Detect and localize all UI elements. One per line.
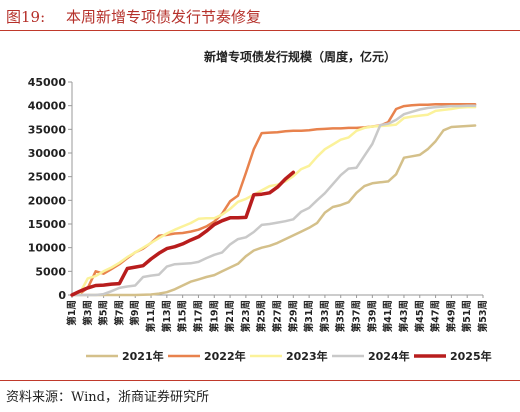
legend-label: 2022年: [204, 349, 246, 363]
figure-header: 图19: 本周新增专项债发行节奏修复: [0, 0, 520, 30]
series-line: [70, 104, 477, 297]
x-tick-label: 第23周: [240, 300, 252, 332]
x-tick-label: 第3周: [82, 300, 94, 326]
y-tick-label: 5000: [35, 265, 66, 278]
header-divider: [0, 30, 520, 31]
x-axis: 第1周 第3周 第5周 第7周 第9周 第11周 第13周 第15周 第17周 第19周 第21周第…: [66, 294, 489, 332]
x-tick-label: 第47周: [430, 300, 442, 332]
x-tick-label: 第39周: [366, 300, 378, 332]
y-tick-label: 35000: [28, 123, 67, 136]
y-tick-label: 15000: [28, 218, 67, 231]
x-tick-label: 第1周: [66, 300, 78, 326]
x-tick-label: 第35周: [335, 300, 347, 332]
x-tick-label: 第9周: [129, 300, 141, 326]
y-tick-label: 45000: [28, 76, 67, 89]
x-tick-label: 第29周: [287, 300, 299, 332]
x-tick-label: 第45周: [414, 300, 426, 332]
figure-title: 本周新增专项债发行节奏修复: [66, 8, 262, 26]
x-tick-label: 第43周: [398, 300, 410, 332]
x-tick-label: 第19周: [208, 300, 220, 332]
series-line: [70, 105, 477, 297]
y-tick-label: 25000: [28, 171, 67, 184]
x-tick-label: 第31周: [303, 300, 315, 332]
x-tick-label: 第13周: [161, 300, 173, 332]
series-line: [70, 124, 477, 297]
source-note: 资料来源：Wind，浙商证券研究所: [6, 390, 209, 405]
series-lines: [70, 102, 477, 297]
x-tick-label: 第15周: [177, 300, 189, 332]
x-tick-label: 第49周: [445, 300, 457, 332]
legend: 2021年 2022年 2023年 2024年 2025年: [86, 349, 492, 363]
x-tick-label: 第41周: [382, 300, 394, 332]
figure-number: 图19:: [6, 8, 46, 26]
legend-label: 2023年: [286, 349, 328, 363]
x-tick-label: 第7周: [113, 300, 125, 326]
y-axis: 0 5000 10000 15000 20000 25000 30000 35000 40000…: [28, 76, 73, 302]
y-tick-label: 10000: [28, 242, 67, 255]
x-tick-label: 第51周: [461, 300, 473, 332]
x-tick-label: 第37周: [351, 300, 363, 332]
x-tick-label: 第11周: [145, 300, 157, 332]
x-tick-label: 第25周: [256, 300, 268, 332]
x-tick-label: 第53周: [477, 300, 489, 332]
x-tick-label: 第17周: [192, 300, 204, 332]
legend-label: 2025年: [450, 349, 492, 363]
y-tick-label: 30000: [28, 147, 67, 160]
x-tick-label: 第5周: [98, 300, 110, 326]
chart-title: 新增专项债发行规模（周度，亿元）: [203, 50, 396, 64]
footer-divider: [0, 380, 520, 381]
legend-label: 2021年: [122, 349, 164, 363]
series-line: [70, 170, 296, 297]
legend-label: 2024年: [368, 349, 410, 363]
x-tick-label: 第27周: [272, 300, 284, 332]
y-tick-label: 40000: [28, 100, 67, 113]
y-tick-label: 20000: [28, 194, 67, 207]
x-tick-label: 第33周: [319, 300, 331, 332]
x-tick-label: 第21周: [224, 300, 236, 332]
y-tick-label: 0: [58, 289, 66, 302]
